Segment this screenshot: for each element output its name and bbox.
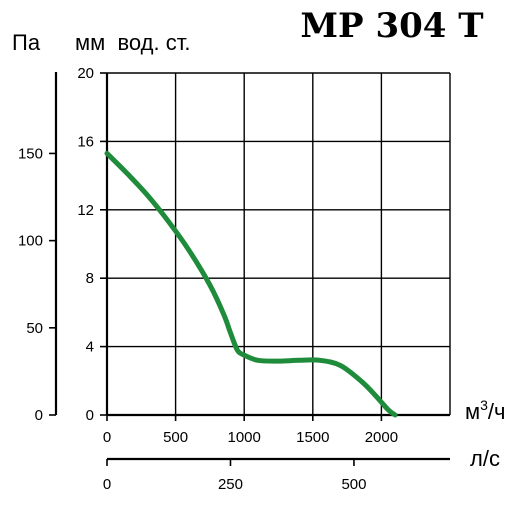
pa-unit-label: Па [12,30,41,55]
y-tick-label-mm: 12 [77,202,94,219]
x-tick-label-ls: 250 [218,476,243,493]
y-tick-label-pa: 50 [26,320,43,337]
y-tick-label-mm: 0 [86,407,94,424]
y-tick-label-pa: 150 [18,145,43,162]
x-tick-label-m3h: 1000 [228,429,261,446]
y-tick-label-pa: 0 [35,407,43,424]
x-tick-label-ls: 0 [103,476,111,493]
y-tick-label-mm: 4 [86,339,94,356]
series-line [104,150,398,418]
y-tick-label-mm: 16 [77,133,94,150]
mm-unit-label: мм вод. ст. [75,30,190,55]
x-tick-label-m3h: 1500 [296,429,329,446]
m3h-unit-label: м3/ч [465,397,506,424]
m3h-unit-tail: /ч [488,399,506,424]
x-tick-label-ls: 500 [341,476,366,493]
plot-grid [107,72,450,415]
x-tick-label-m3h: 2000 [365,429,398,446]
axes [49,72,451,466]
m3h-unit-base: м [465,399,480,424]
chart-title: MP 304 T [300,6,483,46]
y-tick-label-mm: 8 [86,270,94,287]
y-tick-label-pa: 100 [18,233,43,250]
performance-curve [104,150,398,418]
m3h-unit-sup: 3 [480,397,488,413]
x-tick-label-m3h: 500 [163,429,188,446]
y-tick-label-mm: 20 [77,65,94,82]
ls-unit-label: л/с [470,446,500,471]
x-tick-label-m3h: 0 [103,429,111,446]
